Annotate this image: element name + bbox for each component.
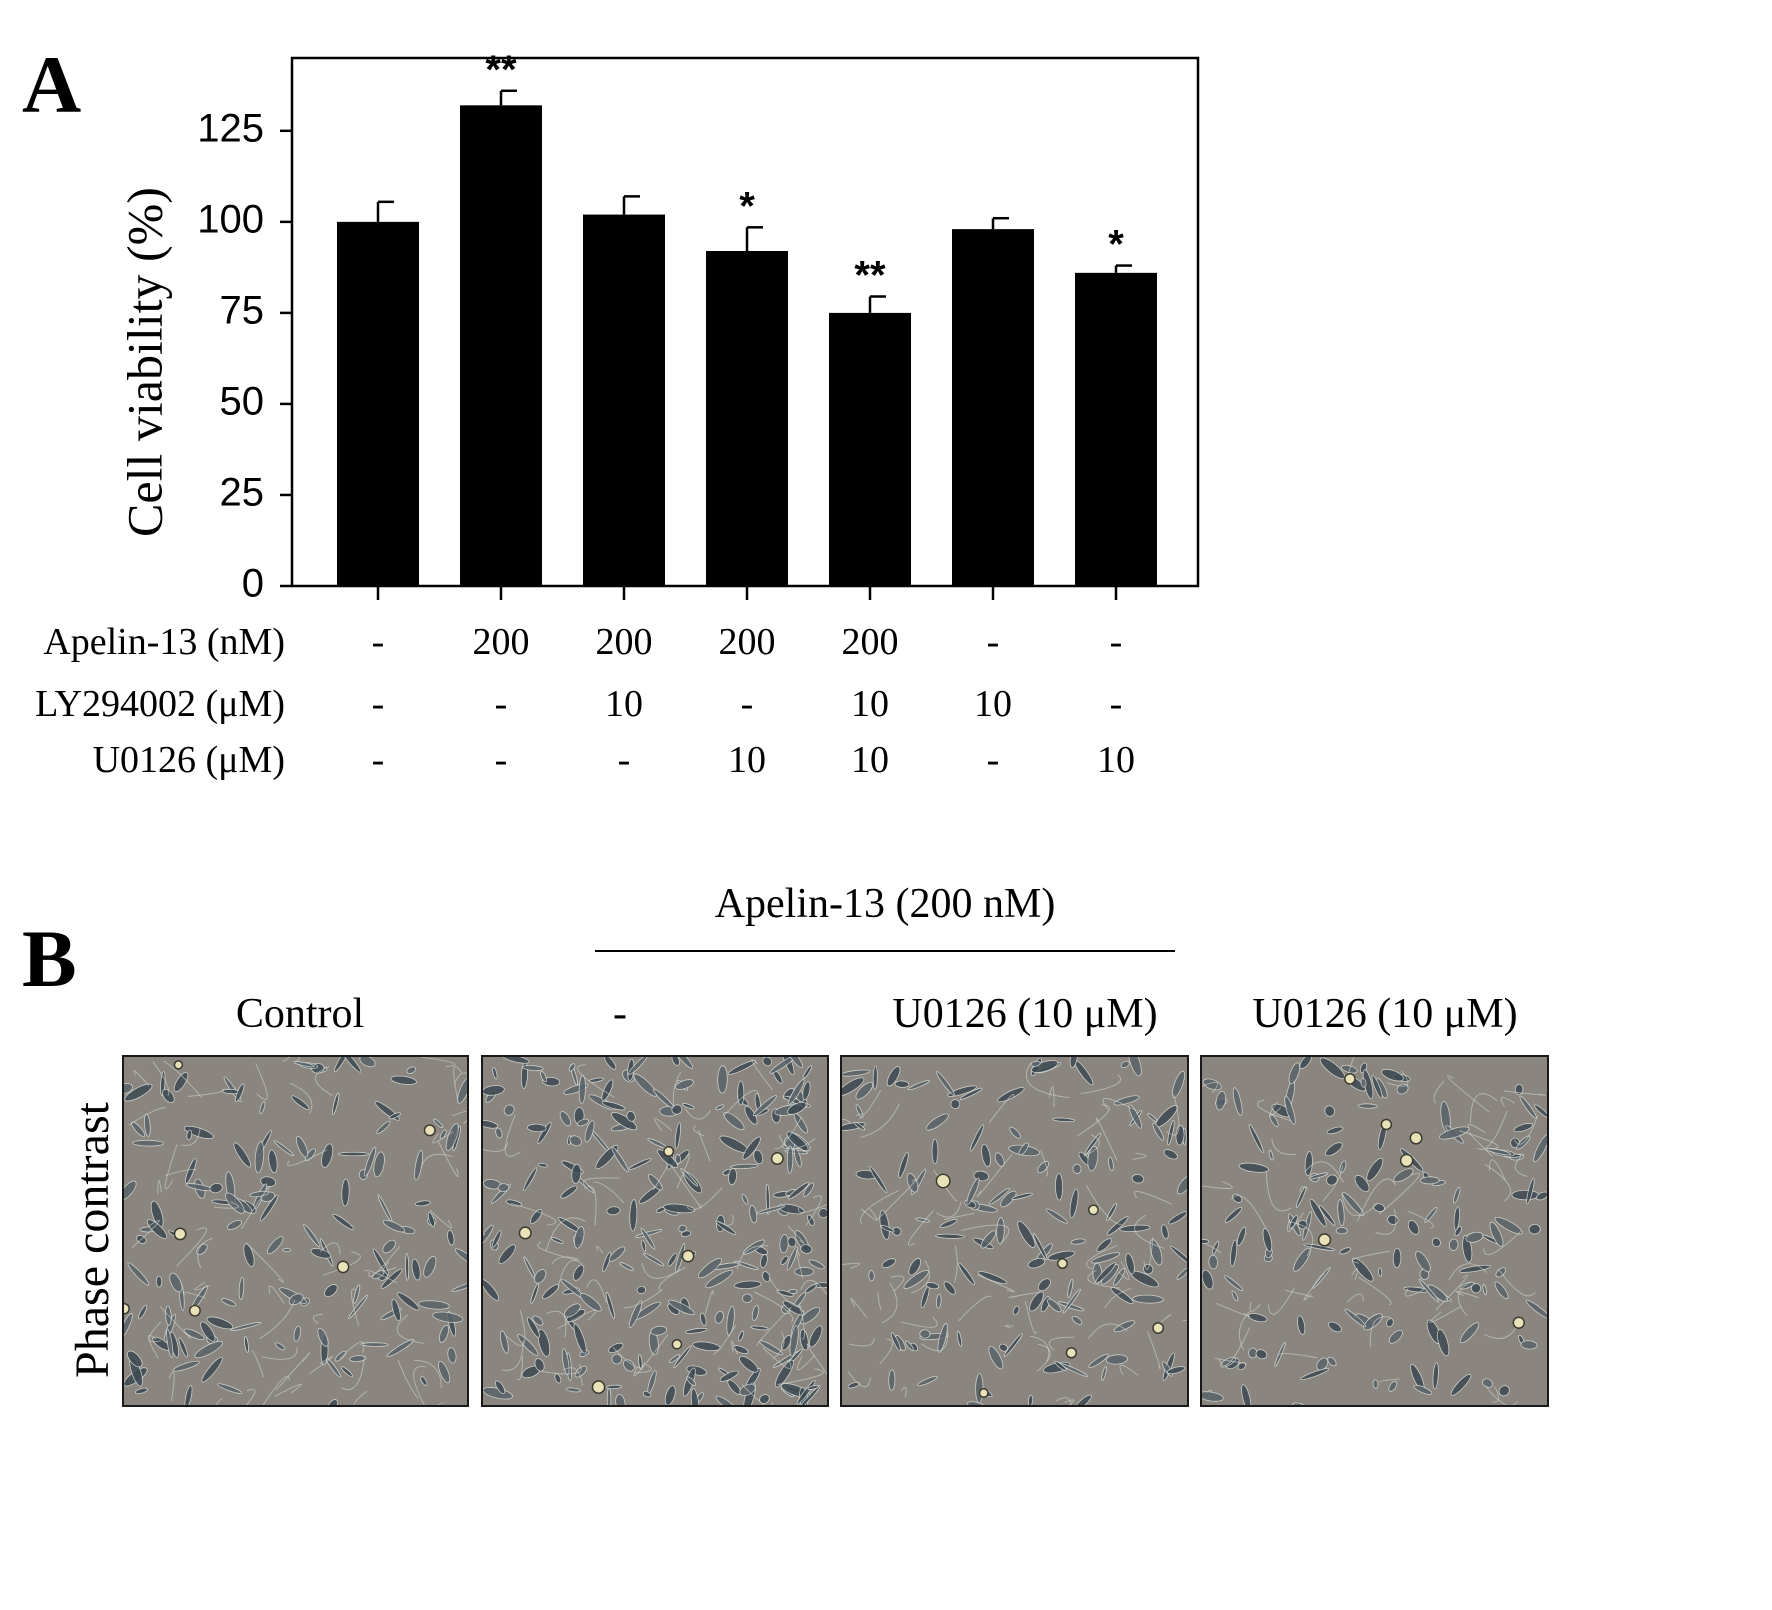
significance-marker: * (1108, 223, 1124, 267)
condition-cell: 10 (851, 739, 889, 781)
bar (706, 250, 788, 586)
condition-cell: - (371, 621, 385, 663)
bar (1075, 272, 1157, 586)
condition-cell: 200 (472, 621, 530, 663)
y-tick-label: 100 (197, 197, 264, 241)
bar (583, 214, 665, 586)
apelin-group-header: Apelin-13 (200 nM) (714, 881, 1056, 927)
y-tick-label: 0 (242, 562, 264, 606)
condition-cell: - (494, 683, 508, 725)
micrograph-apelin (481, 1055, 829, 1407)
group-bracket-line (595, 950, 1175, 952)
micrograph-control (122, 1055, 469, 1407)
condition-cell: - (986, 621, 1000, 663)
panel-b-label: B (22, 913, 77, 1004)
condition-cell: 10 (605, 683, 643, 725)
significance-marker: ** (854, 254, 886, 298)
condition-cell: - (1109, 621, 1123, 663)
y-tick-label: 125 (197, 106, 264, 150)
condition-cell: - (740, 683, 754, 725)
significance-marker: ** (485, 48, 517, 92)
y-tick-label: 75 (220, 288, 265, 332)
micrograph-u0126 (1200, 1055, 1549, 1407)
condition-row-label: U0126 (μM) (92, 739, 285, 781)
plot-frame (290, 56, 1200, 588)
y-tick-label: 50 (220, 379, 265, 423)
micrograph-apelin-u0126 (840, 1055, 1189, 1407)
condition-cell: - (1109, 683, 1123, 725)
y-tick-label: 25 (220, 471, 265, 515)
condition-cell: - (371, 683, 385, 725)
condition-cell: - (986, 739, 1000, 781)
condition-cell: 200 (595, 621, 653, 663)
condition-cell: 200 (841, 621, 899, 663)
y-axis-label: Cell viability (%) (116, 187, 172, 537)
condition-row-label: LY294002 (μM) (35, 683, 285, 725)
phase-contrast-row-label: Phase contrast (66, 1102, 119, 1378)
column-title-apelin: - (613, 991, 627, 1037)
condition-cell: 200 (718, 621, 776, 663)
bar (952, 229, 1034, 586)
condition-cell: 10 (728, 739, 766, 781)
condition-row-label: Apelin-13 (nM) (43, 621, 285, 663)
condition-cell: - (371, 739, 385, 781)
condition-cell: 10 (1097, 739, 1135, 781)
column-title-control: Control (235, 991, 365, 1037)
condition-cell: - (494, 739, 508, 781)
bar (829, 312, 911, 586)
column-title-u0126: U0126 (10 μM) (1252, 991, 1518, 1037)
condition-cell: 10 (851, 683, 889, 725)
bar (460, 105, 542, 587)
column-title-apelin-u0126: U0126 (10 μM) (892, 991, 1158, 1037)
panel-a-label: A (22, 39, 82, 130)
significance-marker: * (739, 184, 755, 228)
condition-cell: 10 (974, 683, 1012, 725)
bar (337, 221, 419, 587)
condition-cell: - (617, 739, 631, 781)
